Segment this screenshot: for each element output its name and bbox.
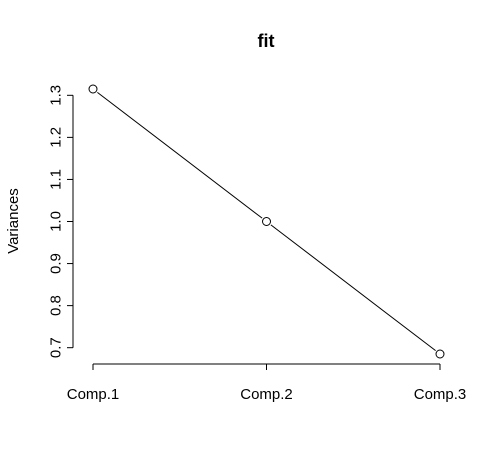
y-tick-label: 1.2 <box>47 127 64 148</box>
data-point <box>88 84 98 94</box>
series-segment <box>97 91 263 219</box>
data-point <box>262 217 271 226</box>
data-point <box>435 349 445 359</box>
y-tick-label: 1.1 <box>47 169 64 190</box>
x-tick-label: Comp.2 <box>240 386 293 403</box>
y-tick-label: 1.0 <box>47 211 64 232</box>
y-tick-label: 1.3 <box>47 85 64 106</box>
x-tick-label: Comp.3 <box>414 386 467 403</box>
series-segment <box>270 224 436 352</box>
y-axis: 0.7 0.8 0.9 1.0 1.1 1.2 1.3 <box>47 85 74 358</box>
y-tick-label: 0.7 <box>47 337 64 358</box>
x-axis: Comp.1 Comp.2 Comp.3 <box>67 363 467 403</box>
x-tick-label: Comp.1 <box>67 386 120 403</box>
y-tick-label: 0.8 <box>47 295 64 316</box>
plot-area <box>88 84 445 359</box>
chart-title: fit <box>258 31 275 51</box>
y-tick-label: 0.9 <box>47 253 64 274</box>
y-axis-label: Variances <box>5 188 22 254</box>
